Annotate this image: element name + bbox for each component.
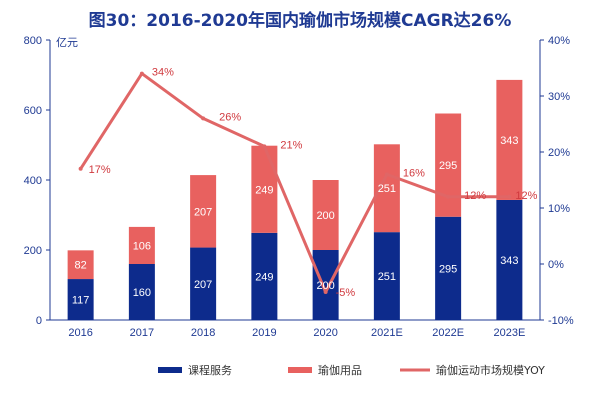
bar-label-yoga-goods: 343 xyxy=(500,135,518,147)
left-tick-label: 400 xyxy=(24,175,42,187)
yoy-point xyxy=(201,116,206,121)
yoy-point xyxy=(78,166,83,171)
bar-label-course-service: 207 xyxy=(194,279,212,291)
x-tick-label: 2021E xyxy=(371,327,403,339)
yoy-point xyxy=(507,194,512,199)
bar-yoga-goods xyxy=(496,79,523,200)
x-tick-label: 2023E xyxy=(493,327,525,339)
axes: 0 200 400 600 800 亿元 -10% 0% 10% 20% 30% 40% 2016 201… xyxy=(24,35,574,339)
bar-course-service xyxy=(496,199,523,320)
yoy-label: 26% xyxy=(219,111,241,123)
yoy-label: 21% xyxy=(280,139,302,151)
legend-swatch-course-service xyxy=(158,367,182,373)
bar-label-course-service: 251 xyxy=(378,271,396,283)
right-tick-label: 10% xyxy=(548,203,570,215)
yoy-label: 16% xyxy=(403,167,425,179)
yoy-point xyxy=(262,144,267,149)
bar-yoga-goods xyxy=(190,175,217,248)
bar-yoga-goods xyxy=(435,113,462,217)
bar-label-yoga-goods: 106 xyxy=(133,240,151,252)
yoy-label: 12% xyxy=(464,190,486,202)
bar-yoga-goods xyxy=(312,180,339,250)
yoy-line-path xyxy=(79,72,510,294)
left-tick-label: 0 xyxy=(36,315,42,327)
legend-label-yoy: 瑜伽运动市场规模YOY xyxy=(436,363,545,377)
bar-yoga-goods xyxy=(251,145,278,233)
x-tick-label: 2020 xyxy=(313,327,337,339)
right-tick-label: 20% xyxy=(548,147,570,159)
bar-label-yoga-goods: 251 xyxy=(378,183,396,195)
x-tick-label: 2018 xyxy=(191,327,215,339)
x-tick-label: 2016 xyxy=(68,327,92,339)
bar-course-service xyxy=(373,232,400,320)
bar-label-course-service: 200 xyxy=(316,280,334,292)
yoy-point xyxy=(323,290,328,294)
bar-course-service xyxy=(251,232,278,320)
chart-title: 图30：2016-2020年国内瑜伽市场规模CAGR达26% xyxy=(88,11,512,31)
bar-course-service xyxy=(128,264,155,320)
bars xyxy=(67,79,523,320)
right-tick-label: 0% xyxy=(548,259,564,271)
legend: 课程服务 瑜伽用品 瑜伽运动市场规模YOY xyxy=(158,363,545,377)
bar-label-course-service: 160 xyxy=(133,287,151,299)
left-tick-label: 200 xyxy=(24,245,42,257)
yoy-label: 17% xyxy=(89,164,111,176)
yoy-label: 34% xyxy=(152,67,174,79)
bar-label-yoga-goods: 207 xyxy=(194,206,212,218)
legend-label-yoga-goods: 瑜伽用品 xyxy=(318,363,362,377)
bar-label-course-service: 343 xyxy=(500,255,518,267)
legend-swatch-yoga-goods xyxy=(288,367,312,373)
left-tick-label: 800 xyxy=(24,35,42,47)
x-tick-label: 2022E xyxy=(432,327,464,339)
bar-label-yoga-goods: 249 xyxy=(255,184,273,196)
bar-course-service xyxy=(435,216,462,320)
bar-course-service xyxy=(67,279,94,320)
yoy-point xyxy=(384,172,389,177)
bar-yoga-goods xyxy=(128,226,155,264)
left-axis-unit: 亿元 xyxy=(56,36,78,49)
bar-label-course-service: 295 xyxy=(439,263,457,275)
bar-label-yoga-goods: 82 xyxy=(75,260,87,272)
right-tick-label: 30% xyxy=(548,91,570,103)
x-tick-label: 2017 xyxy=(130,327,154,339)
x-tick-label: 2019 xyxy=(252,327,276,339)
bar-course-service xyxy=(190,247,217,320)
bar-yoga-goods xyxy=(67,250,94,280)
yoy-point xyxy=(446,194,451,199)
bar-label-course-service: 249 xyxy=(255,271,273,283)
bar-label-yoga-goods: 295 xyxy=(439,160,457,172)
legend-label-course-service: 课程服务 xyxy=(188,364,232,377)
bar-label-yoga-goods: 200 xyxy=(316,210,334,222)
bar-label-course-service: 117 xyxy=(72,295,90,307)
yoy-line xyxy=(78,71,512,294)
right-tick-label: 40% xyxy=(548,35,570,47)
left-tick-label: 600 xyxy=(24,105,42,117)
right-tick-label: -10% xyxy=(548,315,574,327)
yoy-label: 12% xyxy=(515,190,537,202)
yoy-point xyxy=(139,71,144,76)
labels: 117 82 160 106 207 207 249 249 200 200 251 251 295 29… xyxy=(72,67,538,307)
yoy-label: -5% xyxy=(336,287,356,299)
bar-course-service xyxy=(312,250,339,320)
